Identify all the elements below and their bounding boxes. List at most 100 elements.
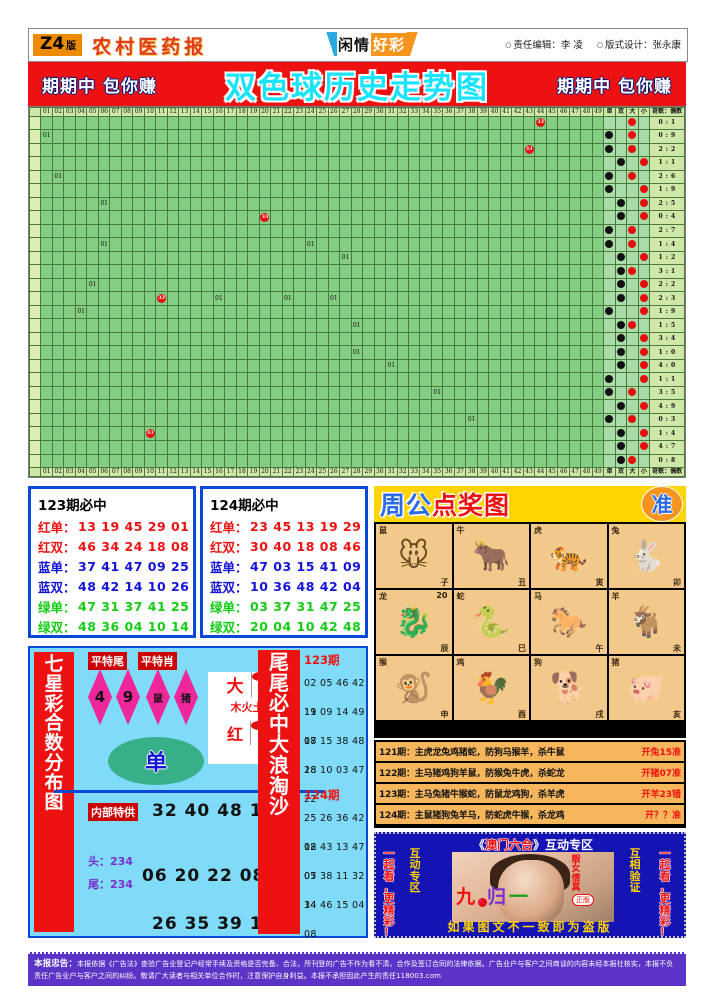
trend-cell [74, 399, 88, 414]
trend-cell [419, 399, 432, 414]
zodiac-龙-icon: 🐉 [395, 604, 433, 640]
trend-cell [86, 345, 99, 360]
trend-cell [465, 183, 478, 198]
prediction-label: 红单： [38, 519, 76, 535]
trend-cell [545, 412, 559, 428]
trend-cell [293, 156, 306, 171]
trend-cell [476, 358, 490, 374]
trend-cell [465, 196, 478, 212]
trend-cell [350, 358, 364, 374]
attr-odd [603, 142, 616, 158]
ball-marker: 33 [157, 294, 167, 304]
trend-col-header: 26 [327, 467, 341, 477]
trend-cell [63, 142, 76, 158]
trend-cell [442, 223, 455, 239]
trend-cell [155, 210, 168, 225]
trend-cell [189, 210, 203, 225]
attr-even [614, 250, 628, 266]
trend-cell [339, 304, 352, 320]
attr-odd [603, 264, 616, 279]
odd-even-ratio: 0 : 1 [649, 115, 685, 131]
trend-cell [476, 223, 490, 239]
trend-cell [534, 210, 547, 225]
trend-cell [212, 210, 226, 225]
attr-even [614, 291, 628, 306]
trend-cell [476, 412, 490, 428]
trend-col-header: 44 [534, 107, 547, 117]
trend-cell [327, 237, 341, 252]
trend-cell [591, 304, 605, 320]
trend-cell [591, 196, 605, 212]
trend-cell [132, 156, 145, 171]
odd-even-ratio: 2 : 2 [649, 277, 685, 293]
trend-cell [143, 358, 157, 374]
trend-cell [293, 210, 306, 225]
trend-row-index [28, 142, 42, 158]
trend-row: 2 : 7 [28, 223, 685, 239]
trend-cell [270, 426, 283, 441]
banner-slogan-left: 期期中 包你赚 [42, 76, 157, 97]
trend-cell [178, 372, 191, 387]
trend-cell [407, 237, 421, 252]
trend-cell [109, 385, 122, 401]
trend-cell [74, 223, 88, 239]
trend-cell [430, 196, 444, 212]
trend-cell [132, 318, 145, 333]
trend-cell [51, 345, 65, 360]
attr-small [637, 318, 651, 333]
trend-cell [40, 412, 53, 428]
trend-cell [258, 264, 272, 279]
trend-cell [499, 345, 513, 360]
cell-mark: 01 [352, 348, 361, 356]
trend-col-header: 05 [86, 467, 99, 477]
trend-cell [499, 142, 513, 158]
trend-cell [155, 264, 168, 279]
trend-cell [51, 291, 65, 306]
trend-cell [522, 345, 536, 360]
trend-cell [97, 318, 111, 333]
trend-col-header: 37 [453, 467, 467, 477]
trend-col-header: 04 [74, 107, 88, 117]
attr-even [614, 196, 628, 212]
trend-cell [270, 264, 283, 279]
trend-cell [591, 129, 605, 144]
trend-cell [580, 412, 593, 428]
trend-cell [339, 129, 352, 144]
trend-cell [396, 291, 410, 306]
trend-cell [304, 223, 318, 239]
trend-cell [384, 183, 398, 198]
odd-even-ratio: 3 : 5 [649, 385, 685, 401]
attr-even [614, 412, 628, 428]
trend-cell [109, 264, 122, 279]
trend-cell [212, 372, 226, 387]
attr-even [614, 304, 628, 320]
trend-cell [51, 142, 65, 158]
trend-cell [86, 331, 99, 347]
trend-cell [270, 399, 283, 414]
trend-cell [407, 345, 421, 360]
prediction-row: 红双： 30 40 18 08 46 [210, 536, 365, 556]
trend-row: 01 2 : 5 [28, 196, 685, 212]
trend-col-header: 20 [258, 467, 272, 477]
trend-cell: 33 [522, 142, 536, 158]
trend-cell [453, 331, 467, 347]
trend-cell [281, 304, 295, 320]
trend-cell [453, 345, 467, 360]
trend-col-header: 45 [545, 467, 559, 477]
attr-big [626, 426, 639, 441]
prediction-numbers: 48 36 04 10 14 [78, 618, 190, 634]
trend-cell [407, 453, 421, 468]
trend-cell [212, 345, 226, 360]
trend-cell [580, 210, 593, 225]
zodiac-兔-icon: 🐇 [627, 538, 665, 574]
ad-title-b: 》互动专区 [533, 838, 594, 852]
cell-mark: 01 [433, 389, 442, 397]
trend-cell [465, 115, 478, 131]
zodiac-branch-label: 未 [673, 643, 681, 653]
attr-odd [603, 399, 616, 414]
trend-cell [166, 196, 180, 212]
trend-cell [74, 156, 88, 171]
trend-cell [591, 399, 605, 414]
trend-cell [304, 385, 318, 401]
trend-cell [545, 399, 559, 414]
